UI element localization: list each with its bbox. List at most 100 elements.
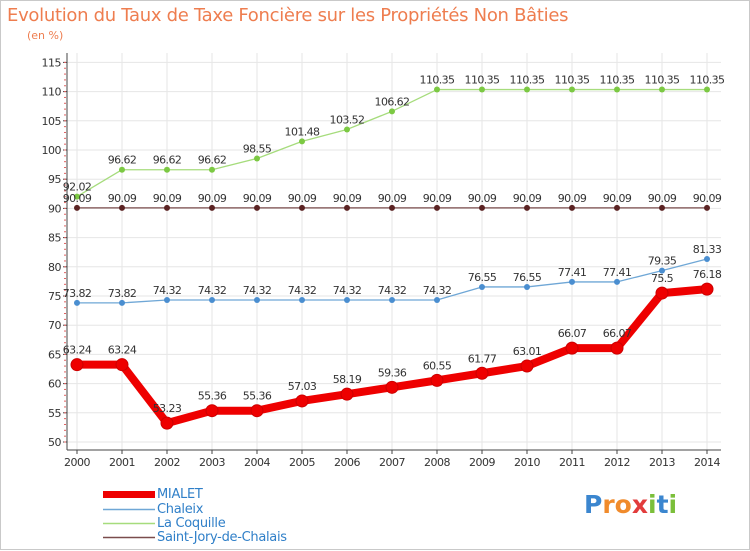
- data-point: [389, 296, 395, 303]
- data-point: [205, 404, 219, 418]
- data-label: 74.32: [423, 284, 452, 297]
- data-label: 110.35: [645, 74, 680, 87]
- y-tick-label: 100: [42, 144, 62, 157]
- data-point: [704, 256, 710, 263]
- data-point: [659, 204, 665, 211]
- data-point: [565, 341, 579, 355]
- data-point: [250, 404, 264, 418]
- data-label: 90.09: [333, 192, 362, 205]
- data-label: 96.62: [108, 154, 137, 167]
- x-tick-label: 2002: [154, 456, 180, 469]
- data-label: 66.07: [603, 327, 632, 340]
- data-point: [430, 373, 444, 387]
- x-tick-label: 2010: [514, 456, 540, 469]
- data-point: [70, 358, 84, 372]
- chart-unit-label: (en %): [27, 29, 64, 42]
- data-point: [659, 267, 665, 274]
- data-point: [569, 278, 575, 285]
- data-label: 110.35: [510, 74, 545, 87]
- data-label: 55.36: [198, 390, 227, 403]
- data-point: [209, 166, 215, 173]
- data-point: [704, 86, 710, 93]
- proxiti-logo: Proxiti: [584, 490, 677, 519]
- data-point: [479, 86, 485, 93]
- logo-letter: o: [614, 490, 632, 519]
- data-label: 90.09: [198, 192, 227, 205]
- data-label: 90.09: [513, 192, 542, 205]
- y-tick-label: 80: [48, 261, 61, 274]
- logo-letter: i: [648, 490, 657, 519]
- data-label: 63.01: [513, 345, 542, 358]
- data-point: [569, 86, 575, 93]
- x-tick-label: 2005: [289, 456, 315, 469]
- data-label: 90.09: [423, 192, 452, 205]
- x-tick-label: 2004: [244, 456, 270, 469]
- data-label: 73.82: [108, 287, 137, 300]
- data-label: 90.09: [693, 192, 722, 205]
- data-label: 74.32: [243, 284, 272, 297]
- data-point: [209, 296, 215, 303]
- data-point: [610, 341, 624, 355]
- data-point: [344, 204, 350, 211]
- data-label: 76.55: [468, 271, 497, 284]
- data-point: [524, 204, 530, 211]
- legend-label-la-coquille: La Coquille: [157, 516, 226, 531]
- x-tick-label: 2008: [424, 456, 450, 469]
- x-tick-label: 2003: [199, 456, 225, 469]
- logo-letter: x: [631, 490, 648, 519]
- data-label: 74.32: [378, 284, 407, 297]
- y-tick-label: 90: [48, 202, 61, 215]
- data-label: 74.32: [198, 284, 227, 297]
- data-label: 63.24: [108, 344, 137, 357]
- x-tick-label: 2009: [469, 456, 495, 469]
- data-point: [614, 278, 620, 285]
- legend-item-chaleix: Chaleix: [103, 502, 203, 517]
- data-label: 110.35: [690, 74, 725, 87]
- data-labels: 63.24 63.24 53.23 55.36 55.36 57.03 58.19 59.36…: [63, 74, 726, 416]
- data-point: [389, 108, 395, 115]
- data-label: 98.55: [243, 142, 272, 155]
- data-point: [119, 299, 125, 306]
- data-label: 60.55: [423, 359, 452, 372]
- y-tick-label: 115: [42, 56, 62, 69]
- data-label: 53.23: [153, 402, 182, 415]
- data-label: 59.36: [378, 366, 407, 379]
- data-point: [74, 299, 80, 306]
- y-tick-label: 60: [48, 378, 61, 391]
- data-label: 90.09: [288, 192, 317, 205]
- data-label: 77.41: [558, 266, 587, 279]
- chart-title: Evolution du Taux de Taxe Foncière sur l…: [7, 5, 569, 26]
- data-point: [74, 193, 80, 200]
- logo-letter: P: [584, 490, 603, 519]
- data-label: 90.09: [243, 192, 272, 205]
- data-point: [524, 86, 530, 93]
- data-point: [254, 204, 260, 211]
- data-point: [655, 286, 669, 300]
- x-tick-label: 2011: [559, 456, 585, 469]
- data-point: [700, 282, 714, 296]
- data-label: 73.82: [63, 287, 92, 300]
- logo-letter: i: [668, 490, 678, 519]
- data-point: [704, 204, 710, 211]
- x-tick-label: 2001: [109, 456, 135, 469]
- y-tick-label: 50: [48, 436, 61, 449]
- data-point: [74, 204, 80, 211]
- data-point: [659, 86, 665, 93]
- x-tick-label: 2014: [694, 456, 720, 469]
- data-label: 110.35: [555, 74, 590, 87]
- y-tick-label: 105: [42, 115, 62, 128]
- data-label: 106.62: [375, 95, 410, 108]
- data-label: 77.41: [603, 266, 632, 279]
- data-label: 110.35: [420, 74, 455, 87]
- data-label: 55.36: [243, 390, 272, 403]
- data-point: [295, 394, 309, 408]
- data-point: [164, 204, 170, 211]
- data-label: 57.03: [288, 380, 317, 393]
- data-point: [299, 296, 305, 303]
- data-point: [254, 296, 260, 303]
- y-tick-label: 95: [48, 173, 61, 186]
- data-point: [119, 204, 125, 211]
